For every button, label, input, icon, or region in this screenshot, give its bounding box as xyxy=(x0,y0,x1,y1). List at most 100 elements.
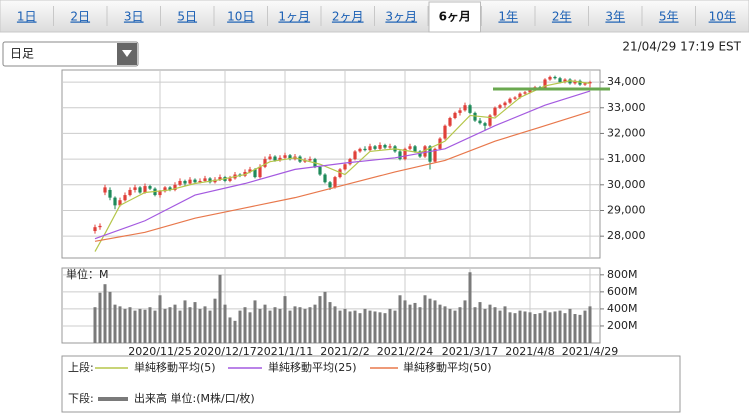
y-tick-label: 400M xyxy=(607,302,638,315)
volume-bar xyxy=(373,311,377,343)
volume-bar xyxy=(93,307,97,343)
tab[interactable]: 1日 xyxy=(17,10,37,24)
volume-bar xyxy=(113,304,117,343)
volume-bar xyxy=(363,308,367,343)
volume-bar xyxy=(523,311,527,343)
candle-body xyxy=(278,157,282,161)
candle-body xyxy=(383,144,387,148)
candle-body xyxy=(578,80,582,85)
x-tick-label: 2021/2/2 xyxy=(320,345,369,358)
legend-label: 単純移動平均(50) xyxy=(403,360,492,374)
volume-bar xyxy=(278,308,282,343)
x-tick-label: 2021/1/11 xyxy=(257,345,313,358)
candle-body xyxy=(368,146,372,151)
volume-bar xyxy=(318,296,322,343)
candle-body xyxy=(273,156,277,161)
candle-body xyxy=(448,118,452,126)
volume-bar xyxy=(133,310,137,343)
y-tick-label: 30,000 xyxy=(607,178,646,191)
legend: 上段: 単純移動平均(5) 単純移動平均(25) 単純移動平均(50) 下段: 出来高 単… xyxy=(68,360,492,405)
tab[interactable]: 3年 xyxy=(605,10,625,24)
candle-body xyxy=(228,178,232,181)
candle-body xyxy=(403,148,407,160)
volume-bar xyxy=(353,310,357,343)
candle-body xyxy=(378,144,382,149)
tab[interactable]: 5日 xyxy=(177,10,197,24)
dropdown-box[interactable] xyxy=(2,41,139,67)
candle-body xyxy=(558,78,562,83)
volume-bar xyxy=(203,306,207,343)
y-tick-label: 800M xyxy=(607,268,638,281)
candle-body xyxy=(143,186,147,193)
volume-bar xyxy=(153,310,157,343)
candle-body xyxy=(338,169,342,178)
ma-line xyxy=(94,80,591,252)
y-tick-label: 29,000 xyxy=(607,203,646,216)
candle-body xyxy=(493,107,497,116)
volume-bar xyxy=(428,298,432,343)
volume-bar xyxy=(258,308,262,343)
candle-body xyxy=(358,148,362,152)
volume-bar xyxy=(418,307,422,343)
legend-row-label: 下段: xyxy=(68,391,94,405)
candle-body xyxy=(528,89,532,93)
candle-body xyxy=(248,169,252,172)
candle-body xyxy=(568,79,572,84)
ma-line xyxy=(94,90,591,240)
volume-bar xyxy=(408,304,412,343)
tab[interactable]: 10日 xyxy=(227,10,254,24)
candle-body xyxy=(478,120,482,124)
volume-bar xyxy=(438,304,442,343)
tab[interactable]: 6ヶ月 xyxy=(439,10,471,24)
candle-body xyxy=(138,187,142,193)
volume-bar xyxy=(358,313,362,343)
tab[interactable]: 1年 xyxy=(498,10,518,24)
volume-bar xyxy=(293,306,297,343)
candle-body xyxy=(103,187,107,193)
volume-bar xyxy=(458,307,462,343)
candle-body xyxy=(193,179,197,183)
candle-body xyxy=(348,159,352,165)
volume-bar xyxy=(568,308,572,343)
tab[interactable]: 10年 xyxy=(709,10,736,24)
legend-label: 単純移動平均(5) xyxy=(134,360,216,374)
volume-bar xyxy=(208,310,212,343)
volume-bar xyxy=(98,292,102,343)
volume-bar xyxy=(468,272,472,343)
tab[interactable]: 2ヶ月 xyxy=(332,10,364,24)
candle-body xyxy=(168,187,172,190)
candle-body xyxy=(548,76,552,80)
candle-body xyxy=(343,164,347,170)
tab[interactable]: 3ヶ月 xyxy=(385,10,417,24)
volume-bar xyxy=(188,307,192,343)
volume-bar xyxy=(313,304,317,343)
candle-body xyxy=(303,160,307,162)
volume-bar xyxy=(388,308,392,343)
volume-bar xyxy=(538,313,542,343)
candle-body xyxy=(523,92,527,94)
candle-body xyxy=(118,200,122,206)
legend-label: 出来高 単位:(M株/口/枚) xyxy=(134,391,255,405)
volume-bar xyxy=(103,284,107,343)
volume-bar xyxy=(563,313,567,343)
candle-body xyxy=(218,177,222,180)
candle-body xyxy=(323,174,327,183)
tab[interactable]: 5年 xyxy=(659,10,679,24)
candle-body xyxy=(108,189,112,198)
y-tick-label: 32,000 xyxy=(607,126,646,139)
x-tick-label: 2021/3/17 xyxy=(442,345,498,358)
tab-selected[interactable] xyxy=(428,1,481,33)
candle-body xyxy=(418,151,422,157)
tab[interactable]: 1ヶ月 xyxy=(278,10,310,24)
tab[interactable]: 3日 xyxy=(124,10,144,24)
tab[interactable]: 2日 xyxy=(70,10,90,24)
y-tick-label: 31,000 xyxy=(607,152,646,165)
candle-body xyxy=(508,98,512,103)
dropdown[interactable]: 日足 xyxy=(2,41,139,67)
volume-bar xyxy=(583,310,587,343)
volume-bar xyxy=(123,308,127,343)
tab[interactable]: 2年 xyxy=(552,10,572,24)
volume-bar xyxy=(233,320,237,343)
volume-bar xyxy=(138,308,142,343)
